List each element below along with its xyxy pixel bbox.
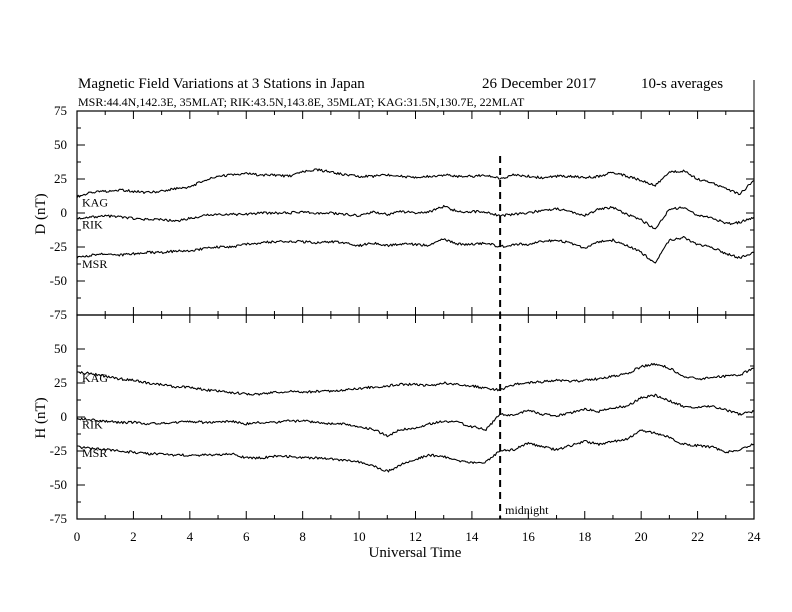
x-tick-label: 4 <box>187 529 194 544</box>
x-tick-label: 6 <box>243 529 250 544</box>
x-tick-label: 2 <box>130 529 137 544</box>
y-tick-label: 0 <box>61 205 68 220</box>
series-label-rik: RIK <box>82 417 103 431</box>
traces-layer <box>76 168 755 473</box>
series-label-msr: MSR <box>82 257 107 271</box>
y-tick-label: -50 <box>50 273 67 288</box>
series-msr-d-line <box>76 235 755 264</box>
series-rik-h-line <box>76 393 755 438</box>
y-tick-label: -75 <box>50 511 67 526</box>
y-tick-label: 75 <box>54 103 67 118</box>
y-tick-label: 50 <box>54 341 67 356</box>
y-tick-label: 50 <box>54 137 67 152</box>
series-labels-layer: KAG RIK MSR KAG RIK MSR <box>82 196 108 460</box>
x-tick-label: 16 <box>522 529 536 544</box>
series-msr-h-line <box>77 429 755 473</box>
series-rik-d-line <box>76 204 755 230</box>
y-tick-label: -75 <box>50 307 67 322</box>
x-tick-label: 14 <box>465 529 479 544</box>
series-kag-d-line <box>76 168 755 199</box>
x-tick-label: 24 <box>748 529 762 544</box>
series-label-kag: KAG <box>82 371 108 385</box>
x-tick-label: 8 <box>299 529 306 544</box>
y-tick-label: 0 <box>61 409 68 424</box>
h-axis-title: H (nT) <box>33 397 49 438</box>
series-kag-h-line <box>76 362 755 396</box>
x-tick-label: 18 <box>578 529 591 544</box>
series-label-rik: RIK <box>82 217 103 231</box>
chart-note: 10-s averages <box>641 76 723 92</box>
chart-date: 26 December 2017 <box>482 76 597 92</box>
station-info: MSR:44.4N,142.3E, 35MLAT; RIK:43.5N,143.… <box>78 95 525 109</box>
x-tick-label: 20 <box>635 529 648 544</box>
y-tick-label: 25 <box>54 171 67 186</box>
midnight-label: midnight <box>505 503 549 517</box>
d-axis-title: D (nT) <box>33 193 49 234</box>
series-label-kag: KAG <box>82 196 108 210</box>
series-label-msr: MSR <box>82 446 107 460</box>
x-tick-label: 10 <box>353 529 366 544</box>
y-tick-label: -25 <box>50 443 67 458</box>
h-panel-frame <box>76 314 755 520</box>
x-tick-label: 0 <box>74 529 81 544</box>
chart-title: Magnetic Field Variations at 3 Stations … <box>78 76 365 92</box>
y-tick-label: -25 <box>50 239 67 254</box>
x-axis-title: Universal Time <box>369 545 462 561</box>
y-tick-label: 25 <box>54 375 67 390</box>
x-tick-label: 22 <box>691 529 704 544</box>
y-tick-label: -50 <box>50 477 67 492</box>
x-tick-label: 12 <box>409 529 422 544</box>
